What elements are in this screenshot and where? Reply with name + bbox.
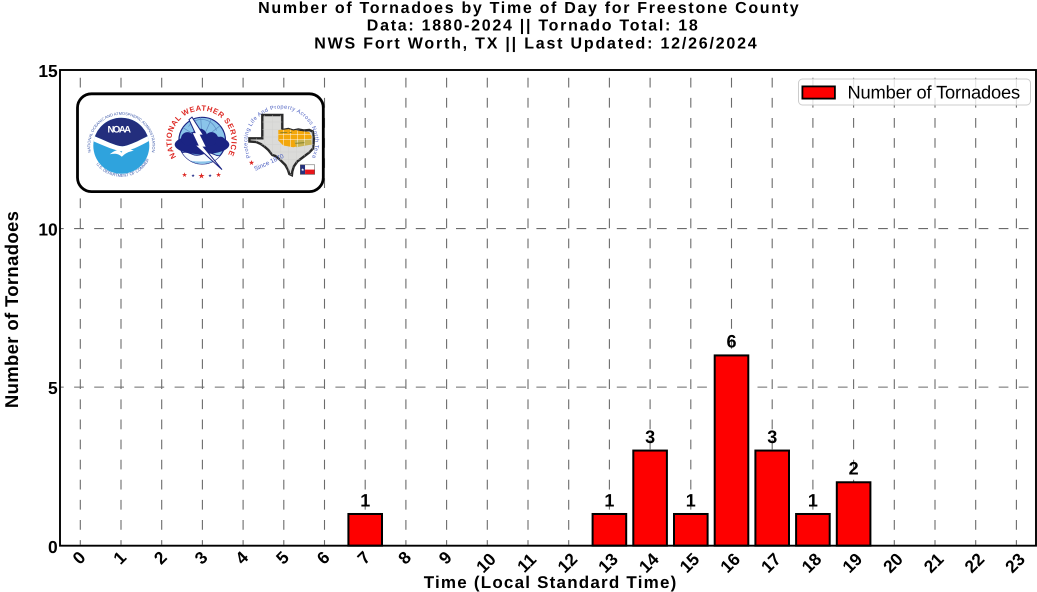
- svg-text:18: 18: [798, 549, 826, 577]
- svg-text:★: ★: [248, 159, 254, 167]
- svg-text:NOAA: NOAA: [108, 124, 132, 135]
- svg-text:1: 1: [604, 490, 614, 510]
- svg-text:Number of Tornadoes: Number of Tornadoes: [1, 211, 22, 408]
- svg-text:17: 17: [757, 549, 785, 577]
- svg-text:2: 2: [849, 459, 859, 479]
- svg-text:Number of Tornadoes by Time of: Number of Tornadoes by Time of Day for F…: [258, 0, 799, 17]
- svg-text:16: 16: [716, 549, 744, 577]
- svg-text:15: 15: [38, 61, 58, 81]
- svg-text:23: 23: [1001, 549, 1029, 577]
- svg-text:2: 2: [150, 547, 171, 568]
- svg-text:1: 1: [109, 547, 130, 568]
- svg-text:★: ★: [182, 172, 188, 179]
- svg-text:1: 1: [808, 490, 818, 510]
- svg-text:3: 3: [191, 547, 212, 568]
- svg-text:1: 1: [360, 490, 370, 510]
- svg-text:15: 15: [676, 549, 704, 577]
- svg-text:NWS Fort Worth, TX || Last Upd: NWS Fort Worth, TX || Last Updated: 12/2…: [314, 35, 756, 52]
- svg-text:5: 5: [272, 547, 293, 568]
- svg-text:7: 7: [353, 547, 374, 568]
- svg-text:8: 8: [394, 547, 415, 568]
- svg-text:Data: 1880-2024 || Tornado Tot: Data: 1880-2024 || Tornado Total: 18: [367, 18, 698, 35]
- svg-text:21: 21: [920, 549, 948, 577]
- svg-text:5: 5: [48, 378, 58, 398]
- svg-text:9: 9: [435, 547, 456, 568]
- svg-text:0: 0: [68, 547, 89, 568]
- svg-text:★: ★: [198, 172, 205, 181]
- svg-text:6: 6: [726, 332, 736, 352]
- svg-text:0: 0: [48, 537, 58, 557]
- svg-text:★: ★: [208, 173, 212, 178]
- svg-text:Number of Tornadoes: Number of Tornadoes: [848, 81, 1021, 102]
- svg-text:20: 20: [879, 549, 907, 577]
- svg-text:Time (Local Standard Time): Time (Local Standard Time): [424, 573, 677, 592]
- svg-text:6: 6: [313, 547, 334, 568]
- svg-text:3: 3: [767, 427, 777, 447]
- svg-text:1: 1: [686, 490, 696, 510]
- svg-text:★: ★: [191, 173, 195, 178]
- svg-text:22: 22: [960, 549, 988, 577]
- svg-text:★: ★: [216, 172, 222, 179]
- svg-text:4: 4: [231, 547, 252, 568]
- svg-text:★: ★: [301, 167, 305, 172]
- svg-text:3: 3: [645, 427, 655, 447]
- svg-text:10: 10: [38, 220, 57, 240]
- svg-text:19: 19: [838, 549, 866, 577]
